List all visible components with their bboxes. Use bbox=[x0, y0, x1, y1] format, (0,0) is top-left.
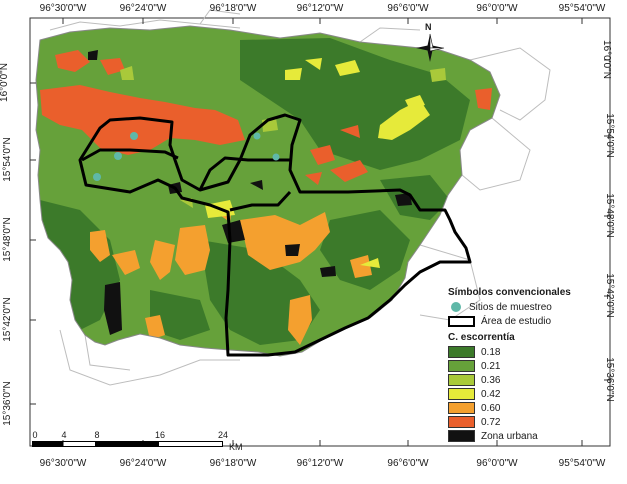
coord-left-label: 16°0'0"N bbox=[0, 63, 10, 102]
sampling-sites bbox=[93, 132, 280, 181]
coord-left-label: 15°42'0"N bbox=[1, 297, 13, 342]
legend-classes: 0.18 0.21 0.36 0.42 0.60 0.72 bbox=[448, 345, 620, 429]
coord-right-label: 15°54'0"N bbox=[603, 113, 615, 158]
legend-classes-title: C. escorrentía bbox=[448, 332, 515, 343]
coord-bottom-label: 96°0'0"W bbox=[476, 458, 518, 469]
legend-item-study-area: Área de estudio bbox=[448, 314, 620, 328]
scale-bar-graphic bbox=[32, 441, 223, 447]
sample-site bbox=[93, 173, 101, 181]
sample-site bbox=[130, 132, 138, 140]
coord-top-label: 95°54'0"W bbox=[558, 3, 606, 14]
coord-left-label: 15°48'0"N bbox=[1, 217, 13, 262]
coord-bottom-label: 95°54'0"W bbox=[558, 458, 606, 469]
compass-rose-icon: N bbox=[410, 22, 450, 73]
legend-label: 0.21 bbox=[481, 360, 501, 372]
class-swatch bbox=[448, 402, 475, 414]
study-area-outline bbox=[78, 113, 472, 357]
map-legend: Símbolos convencionales Sitios de muestr… bbox=[448, 287, 620, 443]
legend-label: 0.18 bbox=[481, 346, 501, 358]
legend-item-class: 0.72 bbox=[448, 415, 620, 429]
coord-top-label: 96°6'0"W bbox=[387, 3, 429, 14]
legend-title: Símbolos convencionales bbox=[448, 287, 571, 298]
legend-item-urban: Zona urbana bbox=[448, 429, 620, 443]
legend-item-class: 0.21 bbox=[448, 359, 620, 373]
legend-label: Área de estudio bbox=[481, 315, 552, 327]
coord-right-label: 15°48'0"N bbox=[603, 193, 615, 238]
coord-bottom-label: 96°24'0"W bbox=[119, 458, 167, 469]
legend-label: 0.60 bbox=[481, 402, 501, 414]
class-swatch bbox=[448, 360, 475, 372]
coord-bottom-label: 96°12'0"W bbox=[296, 458, 344, 469]
coord-top-label: 96°0'0"W bbox=[476, 3, 518, 14]
class-swatch bbox=[448, 388, 475, 400]
coord-bottom-label: 96°18'0"W bbox=[209, 458, 257, 469]
legend-label: 0.42 bbox=[481, 388, 501, 400]
scale-unit: KM bbox=[229, 442, 243, 452]
legend-item-class: 0.42 bbox=[448, 387, 620, 401]
legend-label: 0.72 bbox=[481, 416, 501, 428]
legend-label: Zona urbana bbox=[481, 430, 538, 442]
coord-left-label: 15°54'0"N bbox=[1, 137, 13, 182]
scale-tick-label: 8 bbox=[94, 430, 100, 440]
coord-left-label: 15°36'0"N bbox=[1, 381, 13, 426]
coord-bottom-label: 96°6'0"W bbox=[387, 458, 429, 469]
class-swatch bbox=[448, 374, 475, 386]
coord-bottom-label: 96°30'0"W bbox=[39, 458, 87, 469]
class-swatch bbox=[448, 346, 475, 358]
sample-site-icon bbox=[451, 302, 461, 312]
study-area-icon bbox=[448, 315, 475, 327]
runoff-classes bbox=[36, 26, 500, 356]
scale-tick-label: 16 bbox=[154, 430, 166, 440]
sample-site bbox=[272, 153, 280, 161]
legend-item-class: 0.18 bbox=[448, 345, 620, 359]
scale-tick-label: 4 bbox=[61, 430, 67, 440]
legend-item-class: 0.36 bbox=[448, 373, 620, 387]
sample-site bbox=[114, 152, 122, 160]
legend-label: 0.36 bbox=[481, 374, 501, 386]
coord-right-label: 16°0'0"N bbox=[600, 40, 612, 79]
scale-tick-label: 0 bbox=[32, 430, 38, 440]
coord-top-label: 96°18'0"W bbox=[209, 3, 257, 14]
municipal-outlines bbox=[49, 9, 551, 386]
legend-label: Sitios de muestreo bbox=[469, 301, 552, 313]
legend-item-sample-sites: Sitios de muestreo bbox=[448, 300, 620, 314]
coord-top-label: 96°24'0"W bbox=[119, 3, 167, 14]
scale-tick-label: 24 bbox=[217, 430, 229, 440]
class-swatch bbox=[448, 416, 475, 428]
sample-site bbox=[253, 132, 261, 140]
legend-item-class: 0.60 bbox=[448, 401, 620, 415]
coord-top-label: 96°12'0"W bbox=[296, 3, 344, 14]
north-label: N bbox=[425, 22, 432, 32]
urban-swatch bbox=[448, 430, 475, 442]
coord-top-label: 96°30'0"W bbox=[39, 3, 87, 14]
